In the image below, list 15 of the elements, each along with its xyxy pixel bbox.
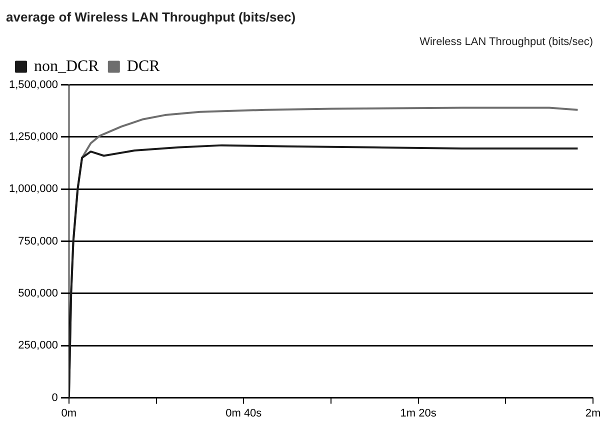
- y-tick-label: 0: [52, 392, 58, 404]
- legend-label: non_DCR: [34, 58, 100, 76]
- x-tick-label: 0m: [61, 407, 77, 420]
- legend-label: DCR: [126, 58, 160, 76]
- y-tick-label: 1,500,000: [9, 78, 58, 91]
- y-tick-label: 500,000: [18, 288, 58, 300]
- y-tick-label: 250,000: [18, 340, 58, 352]
- y-tick-label: 1,250,000: [9, 131, 58, 143]
- chart-subtitle: Wireless LAN Throughput (bits/sec): [420, 36, 593, 48]
- x-tick-label: 1m 20s: [400, 407, 437, 420]
- x-tick-label: 0m 40s: [226, 407, 262, 420]
- x-tick-label: 2m: [585, 407, 601, 420]
- y-tick-label: 1,000,000: [9, 183, 58, 196]
- y-tick-label: 750,000: [18, 235, 58, 248]
- chart-title: average of Wireless LAN Throughput (bits/sec): [6, 9, 296, 24]
